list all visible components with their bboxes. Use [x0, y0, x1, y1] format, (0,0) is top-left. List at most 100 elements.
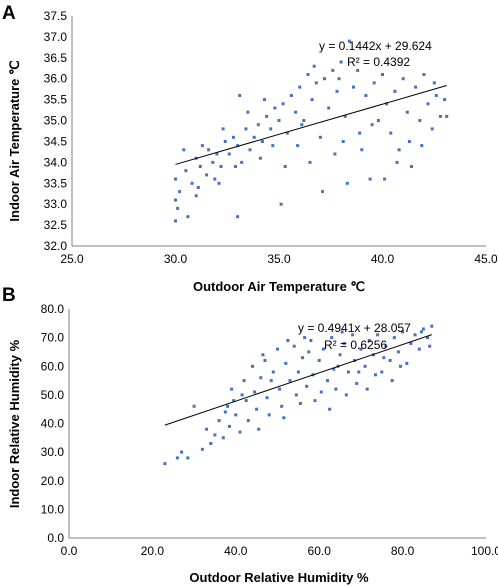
data-point: [327, 106, 331, 110]
y-tick-label: 33.0: [44, 197, 68, 211]
panel-b-trendline: [164, 334, 432, 426]
data-point: [389, 131, 393, 135]
data-point: [280, 404, 284, 408]
data-point: [319, 390, 323, 394]
data-point: [217, 419, 221, 423]
data-point: [419, 330, 423, 334]
data-point: [347, 39, 351, 43]
x-tick-label: 80.0: [391, 544, 415, 558]
data-point: [331, 68, 335, 72]
data-point: [343, 114, 347, 118]
data-point: [186, 456, 190, 460]
panel-a-label: A: [2, 3, 16, 24]
data-point: [413, 333, 417, 337]
data-point: [309, 339, 313, 342]
data-point: [178, 190, 182, 194]
data-point: [263, 359, 267, 362]
data-point: [341, 140, 345, 143]
data-point: [283, 165, 287, 168]
data-point: [328, 407, 332, 411]
data-point: [223, 140, 227, 143]
data-point: [338, 353, 342, 357]
data-point: [267, 413, 271, 417]
data-point: [238, 430, 242, 434]
data-point: [182, 148, 186, 152]
x-tick-label: 35.0: [267, 252, 291, 266]
panel-a-x-axis-title: Outdoor Air Temperature ℃: [193, 279, 365, 294]
data-point: [380, 370, 384, 374]
panel-b-x-axis-title: Outdoor Relative Humidity %: [189, 570, 369, 585]
x-tick-label: 100.0: [471, 544, 498, 558]
y-tick-label: 33.5: [44, 176, 68, 190]
data-point: [248, 148, 252, 152]
data-point: [273, 106, 277, 110]
y-tick-label: 32.5: [44, 218, 68, 232]
data-point: [284, 361, 288, 365]
data-point: [368, 177, 372, 181]
data-point: [271, 370, 275, 374]
data-point: [421, 327, 425, 331]
x-tick-label: 45.0: [474, 252, 498, 266]
data-point: [285, 131, 289, 135]
data-point: [410, 165, 413, 168]
data-point: [217, 181, 221, 185]
data-point: [294, 393, 298, 397]
data-point: [228, 424, 231, 428]
data-point: [198, 165, 202, 168]
data-point: [414, 85, 418, 89]
data-point: [388, 359, 392, 362]
data-point: [397, 148, 401, 152]
data-point: [439, 114, 442, 118]
data-point: [269, 379, 273, 383]
y-tick-label: 40.0: [41, 417, 65, 431]
data-point: [242, 379, 246, 383]
data-point: [312, 64, 316, 68]
data-point: [255, 407, 259, 411]
data-point: [372, 81, 376, 85]
data-point: [344, 393, 348, 397]
panel-b-chart: B Indoor Relative Humidity % Outdoor Rel…: [2, 285, 498, 585]
data-point: [376, 119, 380, 122]
data-point: [355, 381, 359, 385]
x-tick-label: 0.0: [61, 544, 78, 558]
x-tick-label: 40.0: [371, 252, 395, 266]
data-point: [302, 119, 306, 122]
data-point: [430, 127, 434, 131]
data-point: [308, 160, 312, 164]
data-point: [260, 140, 264, 143]
data-point: [332, 367, 336, 371]
data-point: [271, 144, 275, 148]
data-point: [186, 215, 190, 219]
data-point: [190, 181, 194, 185]
y-tick-label: 37.5: [44, 9, 68, 23]
panel-a-r-squared: R² = 0.4392: [347, 55, 410, 69]
data-point: [359, 347, 363, 351]
data-point: [401, 330, 405, 334]
data-point: [357, 370, 361, 374]
y-tick-label: 70.0: [41, 331, 65, 345]
data-point: [163, 462, 167, 466]
data-point: [230, 387, 234, 391]
y-tick-label: 36.5: [44, 51, 68, 65]
data-point: [244, 127, 248, 131]
data-point: [337, 77, 341, 81]
panel-a-equation: y = 0.1442x + 29.624: [319, 39, 432, 53]
data-point: [213, 177, 217, 181]
data-point: [339, 60, 343, 64]
data-point: [314, 81, 318, 85]
data-point: [277, 119, 281, 122]
data-point: [393, 89, 397, 93]
data-point: [196, 186, 200, 189]
data-point: [382, 356, 386, 360]
data-point: [430, 324, 434, 328]
data-point: [175, 456, 179, 460]
data-point: [246, 419, 250, 423]
data-point: [323, 77, 326, 81]
data-point: [351, 333, 355, 337]
data-point: [390, 379, 394, 383]
data-point: [392, 336, 396, 340]
data-point: [227, 152, 231, 156]
data-point: [318, 135, 322, 139]
y-tick-label: 30.0: [41, 445, 65, 459]
data-point: [292, 344, 296, 348]
